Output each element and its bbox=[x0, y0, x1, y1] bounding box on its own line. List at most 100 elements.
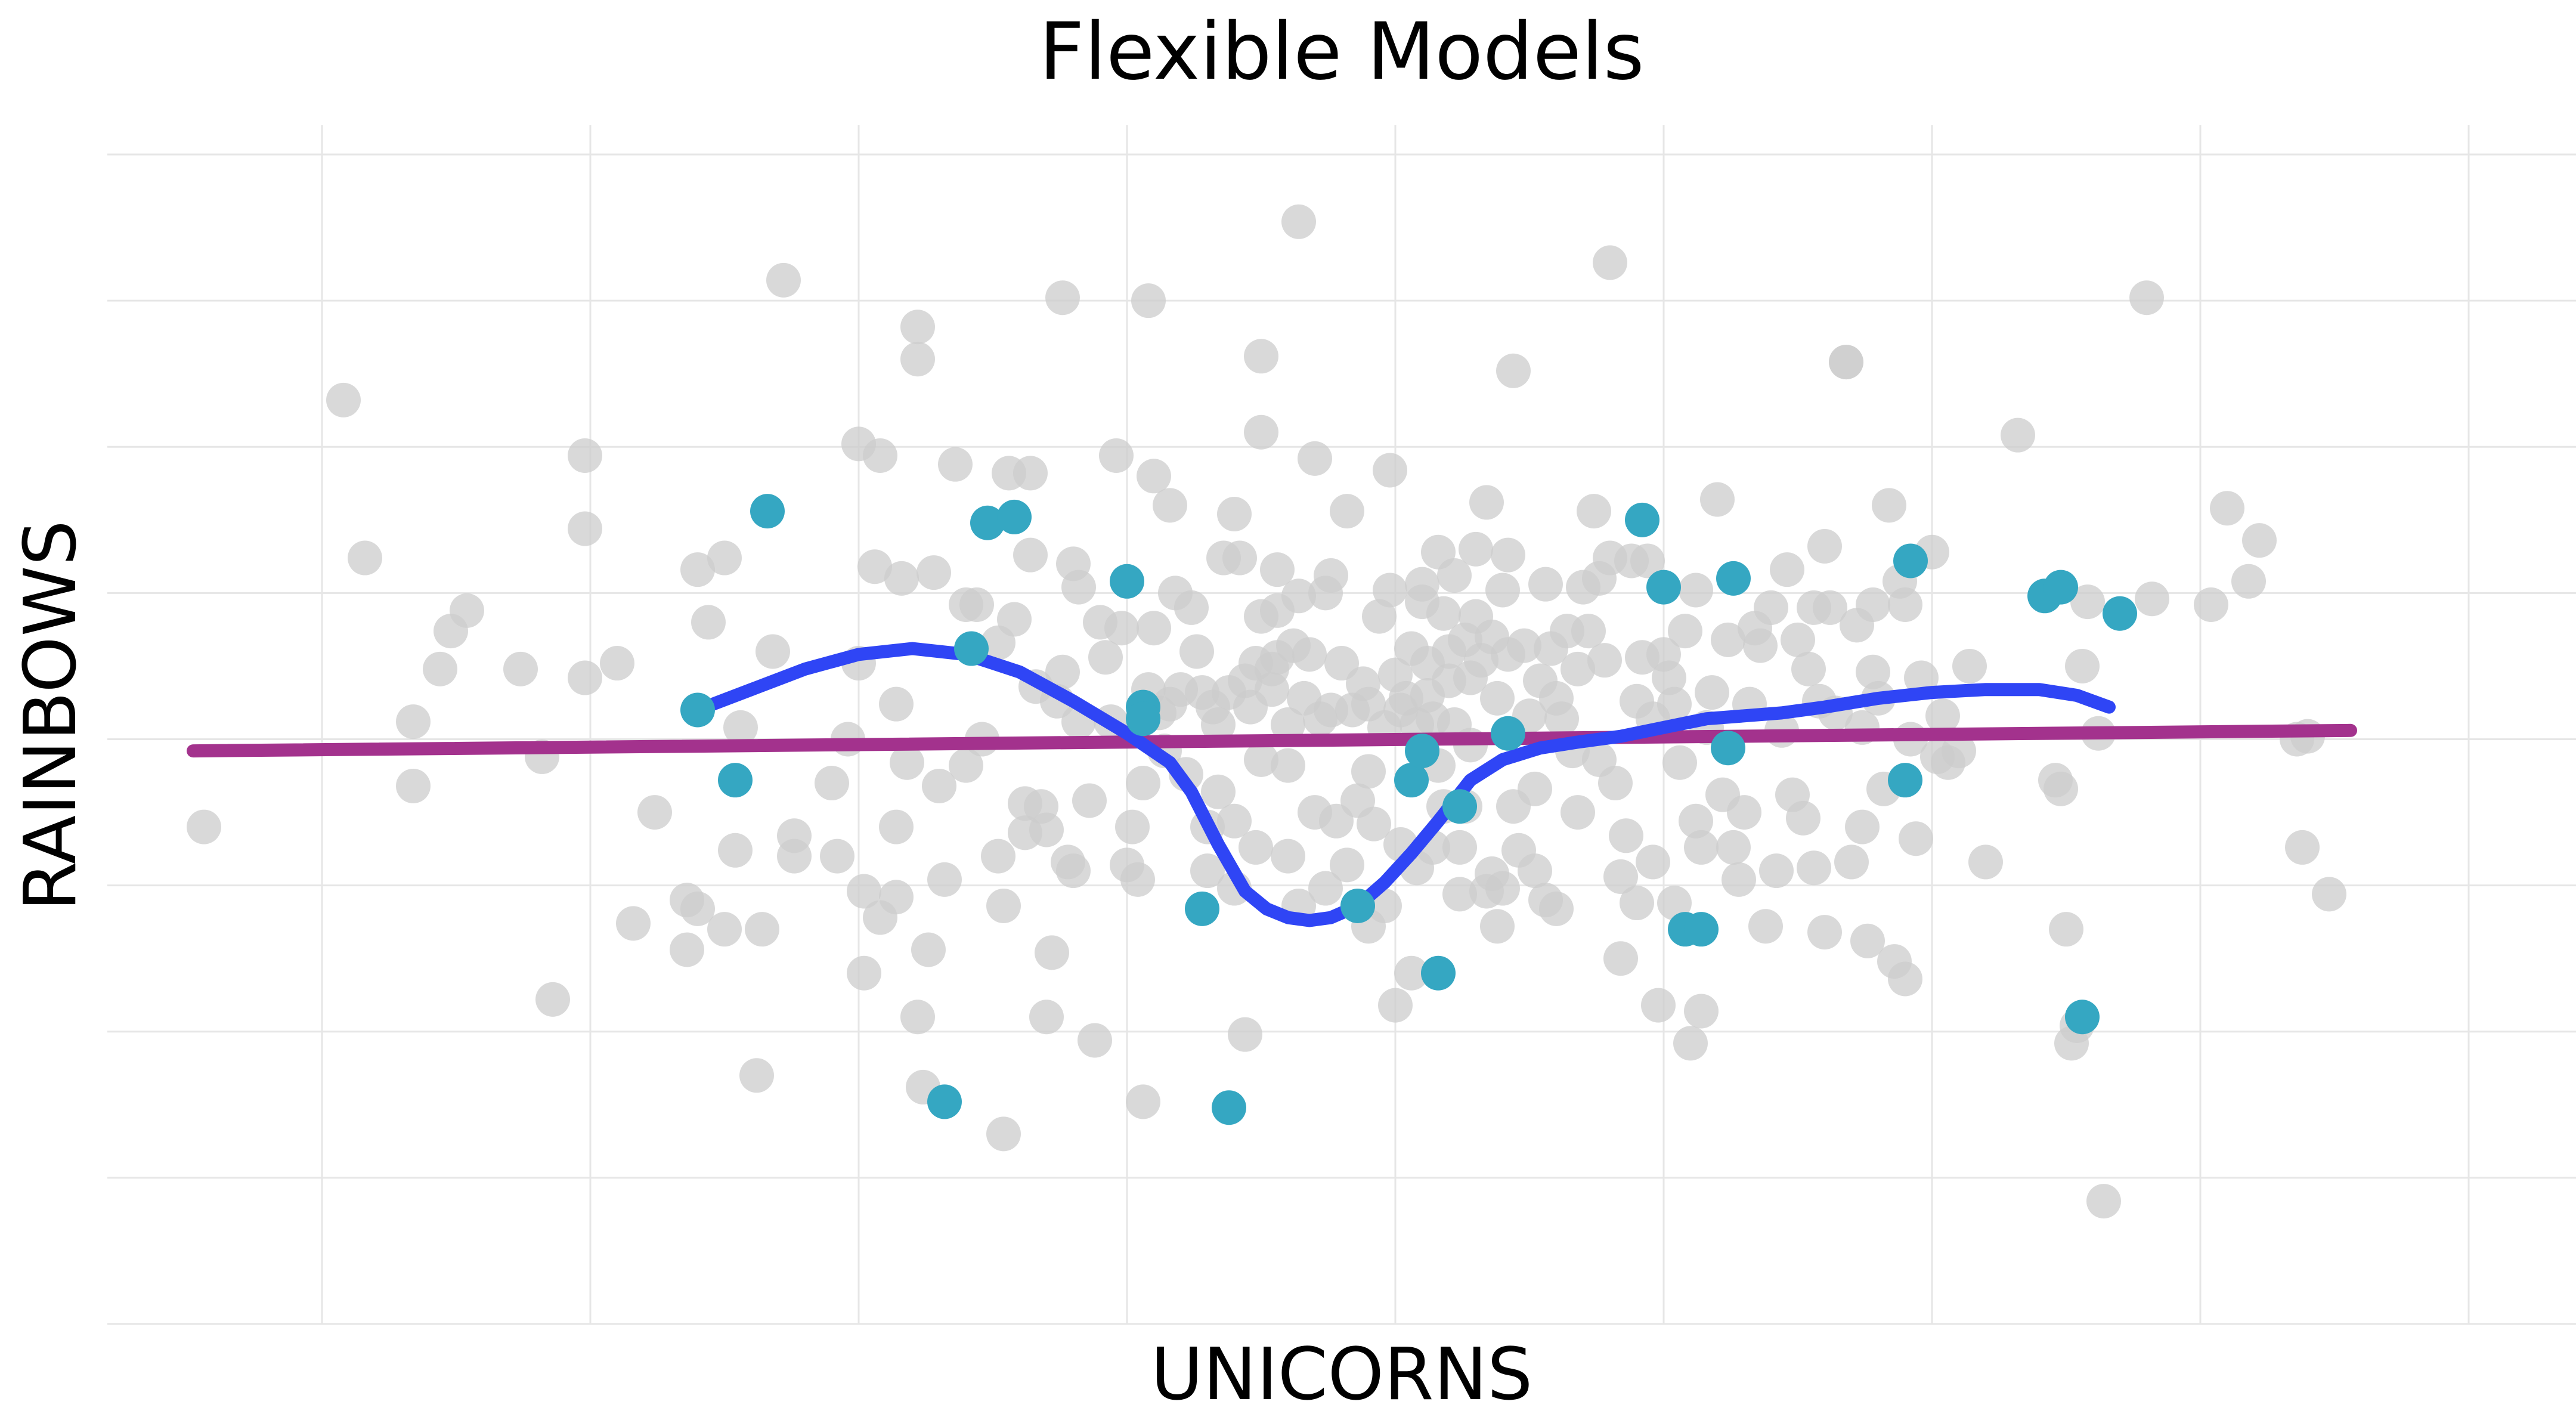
data-point bbox=[857, 549, 892, 584]
data-point bbox=[1201, 707, 1236, 742]
data-point bbox=[1029, 812, 1064, 847]
data-point bbox=[1314, 558, 1348, 593]
data-point bbox=[1239, 830, 1273, 865]
data-point bbox=[997, 602, 1032, 637]
data-point bbox=[1888, 587, 1922, 622]
data-point bbox=[1968, 844, 2003, 880]
data-point bbox=[1330, 847, 1364, 883]
data-point bbox=[1598, 766, 1633, 801]
data-point bbox=[1126, 1084, 1160, 1119]
highlight-point bbox=[750, 494, 785, 529]
data-point bbox=[777, 818, 812, 853]
data-point bbox=[1561, 651, 1595, 686]
data-point bbox=[680, 891, 715, 926]
data-point bbox=[1684, 830, 1719, 865]
highlight-point bbox=[954, 631, 989, 666]
data-point bbox=[1244, 339, 1278, 374]
data-point bbox=[949, 748, 983, 783]
data-point bbox=[1061, 570, 1096, 605]
highlight-point bbox=[1421, 955, 1456, 991]
data-point bbox=[1480, 680, 1515, 716]
highlight-point bbox=[1684, 912, 1719, 947]
data-point bbox=[2210, 491, 2244, 526]
highlight-point bbox=[718, 763, 753, 798]
highlight-point bbox=[1394, 763, 1429, 798]
data-point bbox=[900, 1000, 935, 1035]
data-point bbox=[2135, 581, 2169, 617]
data-point bbox=[1603, 941, 1638, 976]
data-point bbox=[1442, 830, 1477, 865]
data-point bbox=[1131, 283, 1166, 318]
highlight-point bbox=[1711, 731, 1745, 766]
data-point bbox=[927, 862, 962, 897]
data-point bbox=[820, 839, 854, 874]
data-point bbox=[1120, 862, 1155, 897]
data-point bbox=[1190, 853, 1225, 889]
data-point bbox=[2049, 912, 2083, 947]
data-point bbox=[1357, 806, 1391, 841]
data-point bbox=[1791, 651, 1826, 686]
data-point bbox=[1668, 614, 1702, 649]
data-point bbox=[1496, 353, 1531, 388]
highlight-point bbox=[1340, 888, 1375, 923]
data-point bbox=[423, 651, 457, 686]
data-point bbox=[2044, 771, 2078, 806]
y-axis-label: RAINBOWS bbox=[10, 520, 92, 911]
data-point bbox=[1174, 590, 1209, 625]
data-point bbox=[1807, 528, 1842, 564]
x-axis-label: UNICORNS bbox=[1151, 1334, 1533, 1416]
data-point bbox=[1469, 485, 1504, 520]
data-point bbox=[986, 1116, 1021, 1152]
data-point bbox=[1088, 640, 1123, 675]
data-point bbox=[1222, 540, 1257, 576]
data-point bbox=[1442, 877, 1477, 912]
data-point bbox=[723, 710, 758, 745]
data-point bbox=[1813, 590, 1847, 625]
data-point bbox=[766, 262, 801, 298]
data-point bbox=[1426, 596, 1461, 631]
data-point bbox=[938, 447, 973, 482]
data-point bbox=[1056, 853, 1091, 889]
highlight-point bbox=[1888, 763, 1922, 798]
background-points bbox=[187, 204, 2346, 1219]
data-point bbox=[1045, 654, 1080, 689]
data-point bbox=[187, 809, 221, 844]
data-point bbox=[348, 540, 382, 576]
data-point bbox=[1292, 637, 1327, 672]
data-point bbox=[1679, 573, 1713, 608]
data-point bbox=[2129, 280, 2164, 315]
data-point bbox=[1679, 803, 1713, 839]
data-point bbox=[1807, 915, 1842, 950]
data-point bbox=[1217, 497, 1252, 532]
data-point bbox=[1485, 573, 1520, 608]
data-point bbox=[1281, 204, 1316, 239]
data-point bbox=[1673, 1026, 1708, 1061]
data-point bbox=[1888, 961, 1922, 997]
data-point bbox=[1781, 622, 1815, 657]
highlight-point bbox=[1110, 564, 1144, 599]
data-point bbox=[1797, 850, 1831, 886]
data-point bbox=[1754, 590, 1788, 625]
data-point bbox=[1636, 844, 1670, 880]
data-point bbox=[568, 438, 602, 473]
highlight-point bbox=[1185, 891, 1219, 926]
data-point bbox=[691, 605, 726, 640]
data-point bbox=[911, 932, 946, 967]
highlight-point bbox=[2065, 1000, 2100, 1035]
data-point bbox=[1528, 567, 1563, 602]
highlight-point bbox=[1212, 1090, 1246, 1125]
data-point bbox=[1137, 611, 1171, 646]
highlight-point bbox=[997, 499, 1032, 534]
data-point bbox=[739, 1058, 774, 1093]
data-point bbox=[1561, 795, 1595, 830]
data-point bbox=[450, 593, 484, 628]
data-point bbox=[396, 704, 431, 740]
data-point bbox=[890, 745, 924, 780]
data-point bbox=[1518, 771, 1552, 806]
data-point bbox=[1662, 745, 1697, 780]
data-point bbox=[1856, 587, 1890, 622]
data-point bbox=[1035, 935, 1069, 970]
data-point bbox=[1013, 537, 1048, 573]
data-point bbox=[1244, 742, 1278, 777]
